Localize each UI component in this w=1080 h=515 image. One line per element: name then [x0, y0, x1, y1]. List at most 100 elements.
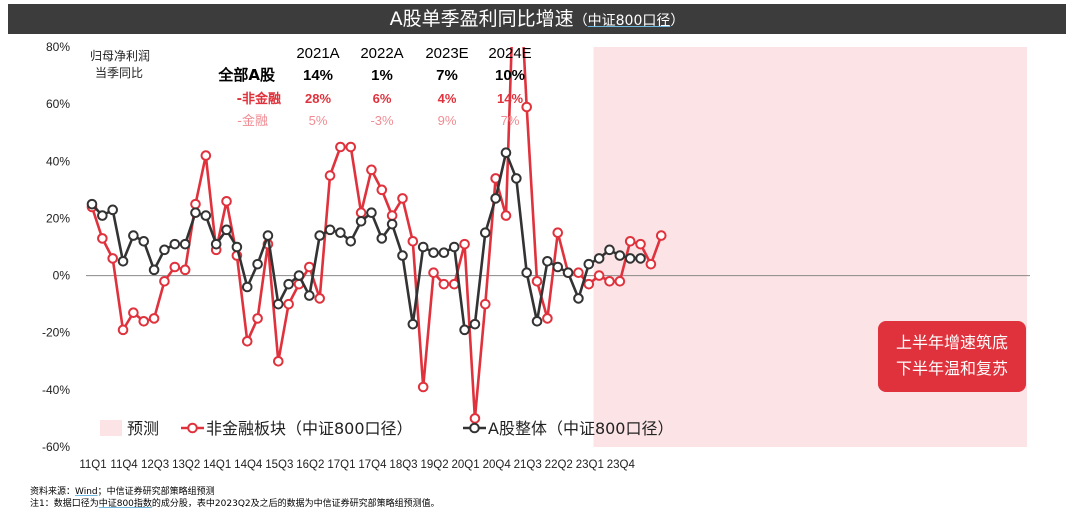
series-all-a-shares	[86, 147, 646, 336]
note-1-prefix: 注1：数据口径为	[30, 499, 99, 509]
data-point	[428, 247, 439, 259]
data-point	[231, 241, 243, 253]
x-tick-label: 11Q1	[79, 459, 106, 471]
y-axis-label-line2: 当季同比	[95, 66, 143, 80]
data-point	[366, 164, 377, 176]
data-point	[500, 210, 512, 221]
table-cell: 28%	[305, 91, 331, 106]
data-point	[345, 141, 357, 153]
x-tick-label: 15Q3	[265, 459, 293, 471]
data-point	[614, 275, 626, 287]
data-point	[593, 270, 605, 281]
data-point	[573, 267, 584, 279]
data-point	[148, 264, 160, 276]
data-point	[324, 170, 336, 181]
note-1-link[interactable]: 中证800指数	[98, 499, 152, 509]
legend-nonfin-label: 非金融板块（中证800口径）	[206, 419, 413, 438]
data-point	[304, 290, 315, 301]
data-point	[159, 275, 170, 287]
data-point	[614, 250, 626, 261]
legend-all-marker	[469, 422, 480, 434]
data-point	[562, 267, 574, 279]
chart-title-sub-prefix: （	[573, 13, 588, 29]
data-point	[159, 244, 170, 256]
data-point	[241, 281, 253, 293]
legend-all-label: A股整体（中证800口径）	[488, 419, 674, 438]
note-1: 注1：数据口径为中证800指数的成分股，表中2023Q2及之后的数据为中信证券研…	[30, 498, 440, 510]
data-point	[480, 298, 491, 310]
y-tick-label: 20%	[46, 211, 70, 225]
data-point	[128, 307, 139, 319]
data-point	[210, 238, 222, 250]
data-point	[86, 198, 98, 210]
data-point	[428, 267, 439, 279]
table-cell: 6%	[373, 91, 392, 106]
data-point	[324, 224, 336, 236]
source-note-suffix: ；中信证券研究部策略组预测	[97, 487, 215, 497]
table-row-label: 全部A股	[217, 66, 276, 84]
data-point	[397, 193, 408, 204]
data-point	[366, 207, 377, 219]
data-point	[438, 278, 450, 290]
data-point	[148, 313, 160, 324]
series-line	[90, 47, 663, 420]
data-point	[200, 210, 212, 221]
chart-title-bar: A股单季盈利同比增速（中证800口径）	[8, 4, 1066, 34]
data-point	[407, 318, 419, 330]
data-point	[531, 275, 543, 287]
data-point	[107, 253, 118, 264]
forecast-callout: 上半年增速筑底 下半年温和复苏	[878, 321, 1026, 392]
data-point	[107, 204, 118, 216]
data-point	[273, 355, 284, 367]
table-cell: 14%	[497, 91, 523, 106]
data-point	[500, 147, 512, 159]
x-tick-label: 11Q4	[110, 459, 138, 471]
data-point	[138, 235, 150, 247]
x-tick-label: 23Q4	[607, 459, 636, 471]
source-note-link[interactable]: Wind	[75, 487, 98, 497]
data-point	[283, 278, 294, 290]
x-tick-label: 13Q2	[172, 459, 200, 471]
data-point	[169, 238, 181, 250]
y-axis-label-line1: 归母净利润	[90, 49, 150, 63]
data-point	[252, 258, 263, 270]
table-row-label: -金融	[237, 113, 268, 129]
y-tick-label: 60%	[46, 97, 70, 111]
data-point	[459, 238, 470, 250]
source-note-prefix: 资料来源：	[30, 487, 76, 497]
data-point	[531, 315, 543, 327]
data-point	[635, 253, 646, 264]
data-point	[573, 293, 584, 304]
chart-title: A股单季盈利同比增速	[389, 8, 574, 30]
x-tick-label: 17Q4	[358, 459, 387, 471]
note-1-suffix: 的成分股，表中2023Q2及之后的数据为中信证券研究部策略组预测值。	[151, 499, 440, 509]
data-point	[179, 264, 191, 276]
table-cell: 10%	[495, 67, 525, 84]
table-header: 2024E	[488, 45, 531, 62]
data-point	[635, 238, 646, 250]
y-tick-label: 0%	[53, 269, 71, 283]
x-tick-label: 18Q3	[389, 459, 417, 471]
x-tick-label: 21Q3	[514, 459, 542, 471]
table-row-label: -非金融	[237, 91, 281, 107]
data-point	[552, 227, 564, 239]
data-point	[221, 224, 232, 236]
data-point	[117, 324, 129, 336]
source-note: 资料来源：Wind；中信证券研究部策略组预测	[30, 486, 440, 498]
data-point	[583, 278, 595, 290]
y-tick-label: 80%	[46, 40, 70, 54]
data-point	[190, 207, 201, 219]
data-point	[262, 230, 274, 241]
earnings-growth-chart: 80% 60% 40% 20% 0% -20% -40% -60% 11Q1 11Q4 12Q3 13…	[42, 40, 1030, 471]
data-point	[511, 173, 522, 184]
data-point	[469, 318, 481, 330]
data-point	[552, 261, 564, 273]
data-point	[386, 210, 398, 221]
data-point	[593, 253, 605, 264]
chart-title-sub-link[interactable]: 中证800口径	[587, 13, 671, 29]
data-point	[397, 250, 408, 261]
x-tick-label: 14Q4	[234, 459, 263, 471]
legend-forecast-swatch	[100, 420, 122, 436]
chart-title-sub-suffix: ）	[670, 13, 685, 29]
data-point	[645, 258, 657, 270]
